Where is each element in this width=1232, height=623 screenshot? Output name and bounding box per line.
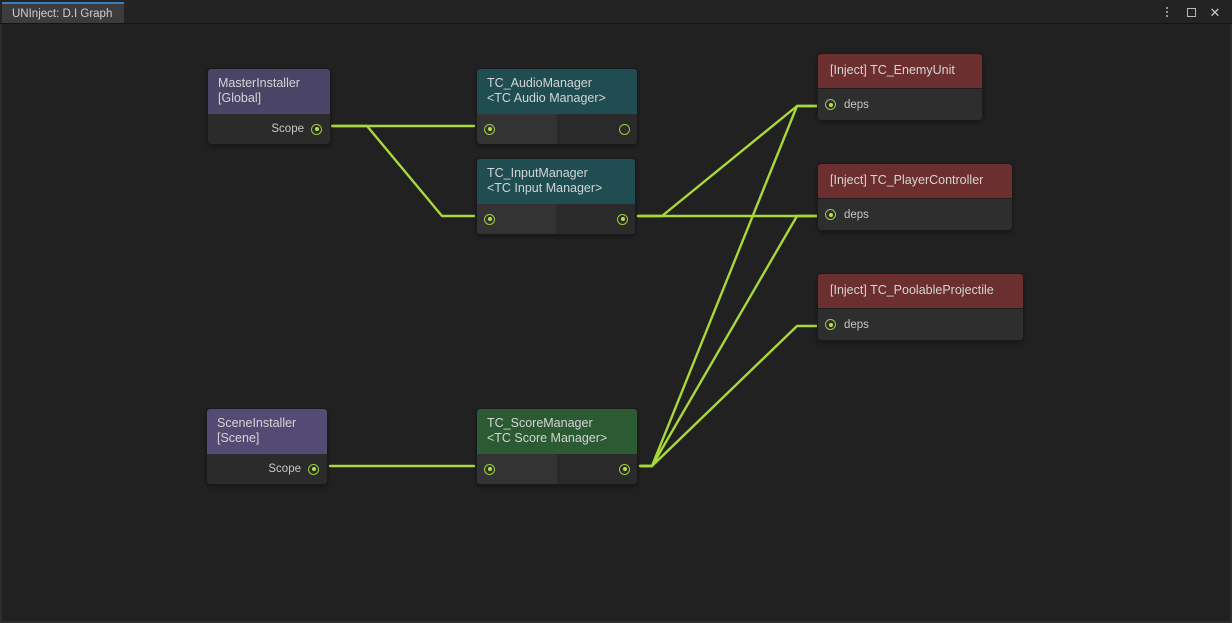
graph-canvas[interactable]: MasterInstaller [Global] Scope SceneInstal…: [0, 24, 1232, 623]
node-body: deps: [818, 198, 1012, 230]
port-label-scope: Scope: [268, 463, 301, 475]
node-scene-installer[interactable]: SceneInstaller [Scene] Scope: [207, 409, 327, 484]
input-port[interactable]: [825, 209, 836, 220]
port-label-scope: Scope: [271, 123, 304, 135]
port-label-deps: deps: [844, 208, 869, 221]
node-title: MasterInstaller [Global]: [208, 69, 330, 114]
node-output-slot: [556, 204, 635, 234]
node-tc-input-manager[interactable]: TC_InputManager <TC Input Manager>: [477, 159, 635, 234]
tab-di-graph[interactable]: UNInject: D.I Graph: [2, 2, 125, 23]
node-body: deps: [818, 308, 1023, 340]
input-port[interactable]: [825, 319, 836, 330]
node-body: deps: [818, 88, 982, 120]
kebab-menu-icon[interactable]: [1156, 1, 1178, 23]
output-port[interactable]: [619, 123, 630, 135]
node-master-installer[interactable]: MasterInstaller [Global] Scope: [208, 69, 330, 144]
node-title: TC_InputManager <TC Input Manager>: [477, 159, 635, 204]
node-body: Scope: [208, 114, 330, 144]
node-output-slot: [557, 114, 637, 144]
window-titlebar: UNInject: D.I Graph ✕: [0, 0, 1232, 24]
node-body: [477, 204, 635, 234]
graph-edge[interactable]: [636, 104, 822, 218]
node-title: [Inject] TC_PoolableProjectile: [818, 274, 1023, 308]
maximize-icon[interactable]: [1180, 1, 1202, 23]
close-icon[interactable]: ✕: [1209, 4, 1221, 20]
node-title: [Inject] TC_EnemyUnit: [818, 54, 982, 88]
node-body: [477, 454, 637, 484]
node-output-slot: [557, 454, 637, 484]
port-label-deps: deps: [844, 98, 869, 111]
graph-edge[interactable]: [638, 104, 822, 468]
node-body: [477, 114, 637, 144]
input-port[interactable]: [484, 463, 495, 475]
graph-edge[interactable]: [638, 214, 822, 468]
node-input-slot: [477, 454, 557, 484]
output-port[interactable]: [619, 463, 630, 475]
node-title: SceneInstaller [Scene]: [207, 409, 327, 454]
node-title: TC_ScoreManager <TC Score Manager>: [477, 409, 637, 454]
output-port[interactable]: [617, 213, 628, 225]
node-input-slot: [477, 114, 557, 144]
node-title: TC_AudioManager <TC Audio Manager>: [477, 69, 637, 114]
node-input-slot: [477, 204, 556, 234]
port-label-deps: deps: [844, 318, 869, 331]
window-controls: ✕: [1156, 0, 1226, 24]
graph-edge[interactable]: [330, 124, 476, 218]
node-tc-audio-manager[interactable]: TC_AudioManager <TC Audio Manager>: [477, 69, 637, 144]
graph-edge[interactable]: [638, 324, 822, 468]
input-port[interactable]: [484, 123, 495, 135]
output-port[interactable]: [311, 123, 322, 135]
node-tc-score-manager[interactable]: TC_ScoreManager <TC Score Manager>: [477, 409, 637, 484]
input-port[interactable]: [825, 99, 836, 110]
input-port[interactable]: [484, 213, 495, 225]
node-title: [Inject] TC_PlayerController: [818, 164, 1012, 198]
output-port[interactable]: [308, 463, 319, 475]
node-body: Scope: [207, 454, 327, 484]
